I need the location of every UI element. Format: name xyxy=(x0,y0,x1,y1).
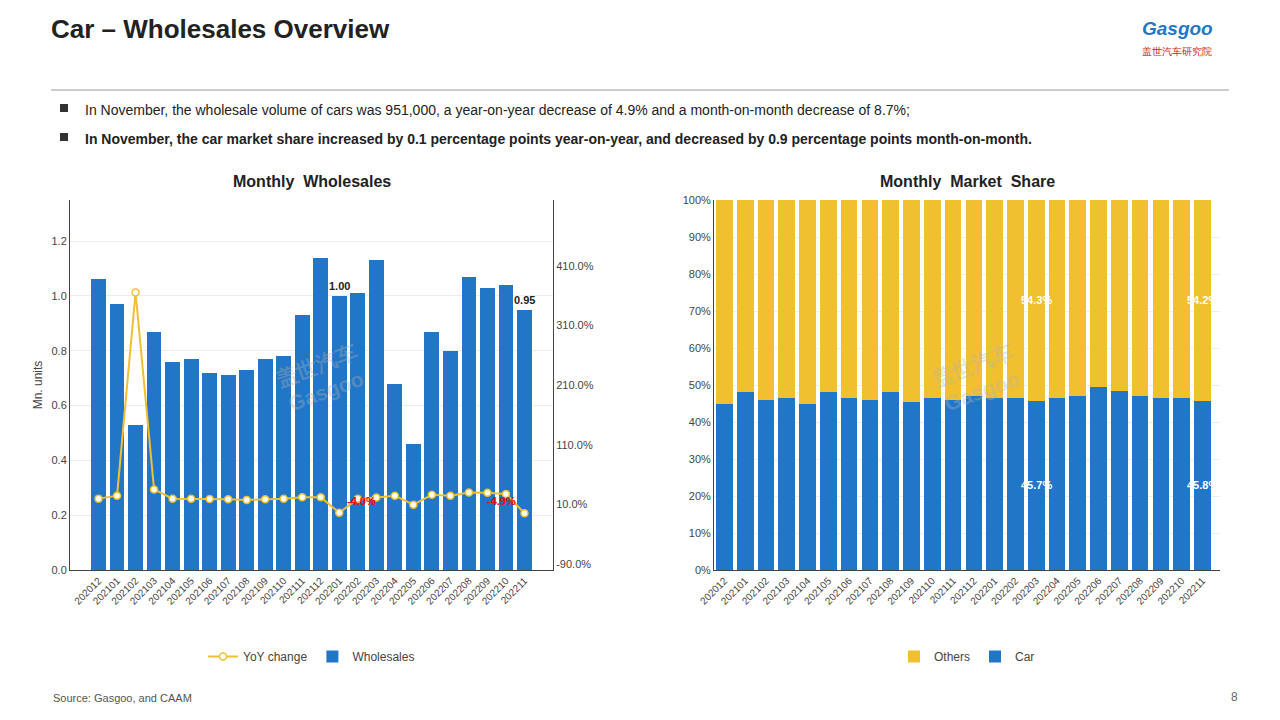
svg-text:Car: Car xyxy=(1015,650,1034,664)
svg-text:Car – Wholesales Overview: Car – Wholesales Overview xyxy=(51,14,390,44)
svg-text:202209: 202209 xyxy=(1135,575,1167,607)
svg-text:202103: 202103 xyxy=(128,575,160,607)
svg-text:45.7%: 45.7% xyxy=(1021,479,1052,491)
svg-text:202110: 202110 xyxy=(258,575,289,606)
svg-text:310.0%: 310.0% xyxy=(556,319,594,331)
svg-text:202012: 202012 xyxy=(72,575,104,607)
svg-text:202012: 202012 xyxy=(698,575,730,607)
svg-text:Source: Gasgoo, and CAAM: Source: Gasgoo, and CAAM xyxy=(53,692,192,704)
svg-text:0.6: 0.6 xyxy=(52,399,67,411)
svg-text:YoY change: YoY change xyxy=(243,650,307,664)
svg-text:202107: 202107 xyxy=(843,575,875,607)
svg-text:In November, the wholesale vol: In November, the wholesale volume of car… xyxy=(85,102,910,118)
svg-text:40%: 40% xyxy=(689,416,711,428)
svg-text:202210: 202210 xyxy=(1155,575,1187,607)
svg-text:202105: 202105 xyxy=(165,575,197,607)
svg-text:8: 8 xyxy=(1231,690,1238,704)
svg-text:Wholesales: Wholesales xyxy=(352,650,414,664)
svg-text:202207: 202207 xyxy=(1093,575,1125,607)
svg-text:202204: 202204 xyxy=(1031,575,1063,607)
svg-text:202110: 202110 xyxy=(906,575,937,606)
svg-text:202210: 202210 xyxy=(480,575,512,607)
svg-text:0.8: 0.8 xyxy=(52,345,67,357)
svg-text:202111: 202111 xyxy=(277,575,308,606)
svg-text:410.0%: 410.0% xyxy=(556,260,594,272)
svg-text:202102: 202102 xyxy=(109,575,141,607)
svg-text:202202: 202202 xyxy=(331,575,363,607)
svg-text:210.0%: 210.0% xyxy=(556,379,594,391)
svg-text:0.4: 0.4 xyxy=(52,454,67,466)
svg-text:45.8%: 45.8% xyxy=(1187,479,1218,491)
svg-text:1.00: 1.00 xyxy=(329,280,350,292)
svg-text:202208: 202208 xyxy=(1114,575,1146,607)
svg-text:202204: 202204 xyxy=(368,575,400,607)
svg-text:202209: 202209 xyxy=(461,575,493,607)
svg-text:-4.0%: -4.0% xyxy=(347,495,376,507)
svg-text:202112: 202112 xyxy=(948,575,979,606)
svg-text:10.0%: 10.0% xyxy=(556,498,587,510)
svg-text:Monthly Market Share: Monthly Market Share xyxy=(880,173,1055,190)
svg-text:202207: 202207 xyxy=(424,575,456,607)
svg-text:202104: 202104 xyxy=(781,575,813,607)
svg-text:202103: 202103 xyxy=(760,575,792,607)
svg-text:110.0%: 110.0% xyxy=(556,439,593,451)
svg-text:Mn. units: Mn. units xyxy=(31,361,45,410)
svg-text:90%: 90% xyxy=(689,231,711,243)
svg-text:202111: 202111 xyxy=(928,575,959,606)
svg-text:202211: 202211 xyxy=(1177,575,1208,606)
svg-text:In November, the car market sh: In November, the car market share increa… xyxy=(85,131,1032,147)
svg-text:0.2: 0.2 xyxy=(52,509,67,521)
svg-text:Monthly Wholesales: Monthly Wholesales xyxy=(233,173,391,190)
svg-text:202107: 202107 xyxy=(202,575,234,607)
svg-text:100%: 100% xyxy=(683,194,711,206)
svg-text:0%: 0% xyxy=(695,564,711,576)
svg-text:202206: 202206 xyxy=(405,575,437,607)
svg-text:0.0: 0.0 xyxy=(52,564,67,576)
svg-text:盖世汽车研究院: 盖世汽车研究院 xyxy=(1142,46,1212,57)
svg-text:70%: 70% xyxy=(689,305,711,317)
svg-text:202206: 202206 xyxy=(1072,575,1104,607)
svg-text:盖世汽车Gasgoo: 盖世汽车Gasgoo xyxy=(273,340,369,416)
svg-text:1.0: 1.0 xyxy=(52,290,67,302)
svg-text:10%: 10% xyxy=(689,527,711,539)
svg-text:80%: 80% xyxy=(689,268,711,280)
svg-text:202104: 202104 xyxy=(146,575,178,607)
svg-text:54.2%: 54.2% xyxy=(1187,294,1218,306)
svg-text:202205: 202205 xyxy=(387,575,419,607)
svg-text:202105: 202105 xyxy=(802,575,834,607)
svg-text:202211: 202211 xyxy=(499,575,530,606)
svg-text:202101: 202101 xyxy=(719,575,751,607)
svg-text:20%: 20% xyxy=(689,490,711,502)
svg-text:30%: 30% xyxy=(689,453,711,465)
svg-text:202106: 202106 xyxy=(823,575,855,607)
svg-text:Others: Others xyxy=(934,650,970,664)
svg-text:202201: 202201 xyxy=(968,575,1000,607)
svg-text:202203: 202203 xyxy=(1010,575,1042,607)
svg-text:202101: 202101 xyxy=(91,575,123,607)
svg-text:202108: 202108 xyxy=(220,575,252,607)
svg-text:202203: 202203 xyxy=(350,575,382,607)
svg-text:202205: 202205 xyxy=(1051,575,1083,607)
svg-text:0.95: 0.95 xyxy=(514,294,535,306)
svg-text:50%: 50% xyxy=(689,379,711,391)
svg-text:202202: 202202 xyxy=(989,575,1021,607)
svg-text:盖世汽车Gasgoo: 盖世汽车Gasgoo xyxy=(929,340,1025,416)
svg-text:Gasgoo: Gasgoo xyxy=(1142,18,1213,39)
svg-text:202208: 202208 xyxy=(442,575,474,607)
svg-text:202106: 202106 xyxy=(183,575,215,607)
svg-text:202201: 202201 xyxy=(313,575,345,607)
svg-text:202109: 202109 xyxy=(239,575,271,607)
svg-text:-4.9%: -4.9% xyxy=(487,495,516,507)
svg-text:60%: 60% xyxy=(689,342,711,354)
svg-text:202102: 202102 xyxy=(740,575,772,607)
svg-text:54.3%: 54.3% xyxy=(1021,294,1052,306)
svg-text:202108: 202108 xyxy=(864,575,896,607)
svg-text:-90.0%: -90.0% xyxy=(556,558,591,570)
svg-text:202112: 202112 xyxy=(295,575,326,606)
svg-text:202109: 202109 xyxy=(885,575,917,607)
svg-text:1.2: 1.2 xyxy=(52,235,67,247)
